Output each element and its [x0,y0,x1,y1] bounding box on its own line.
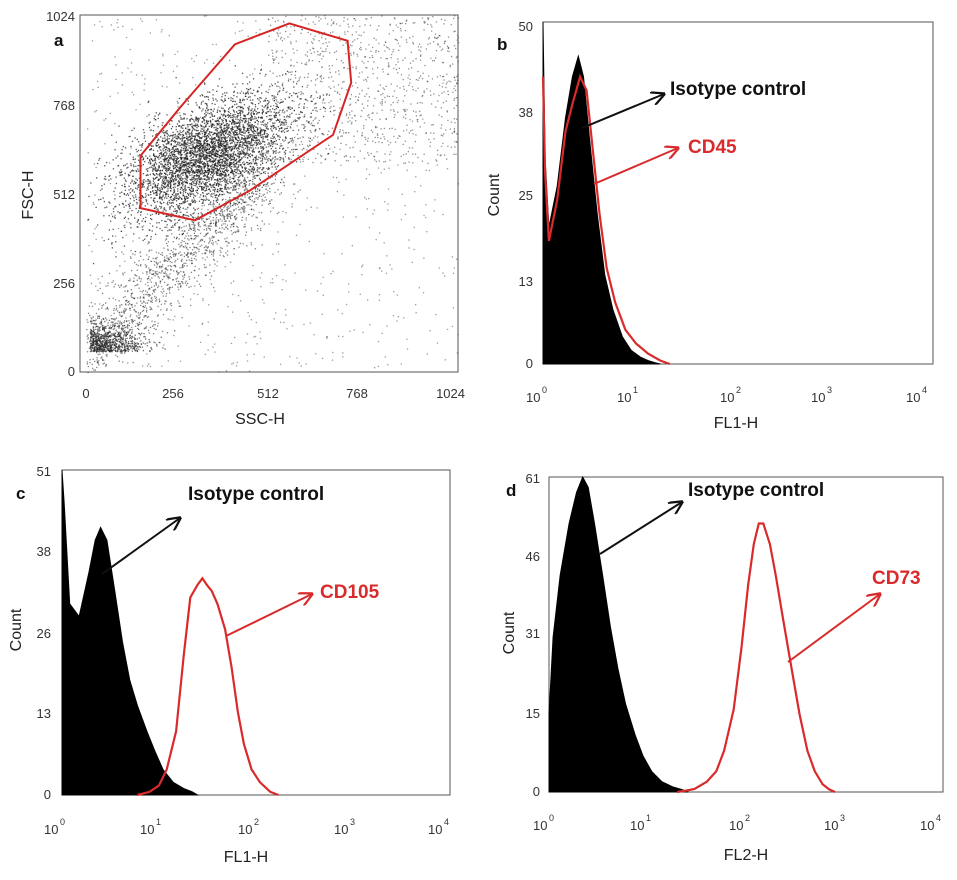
panel-b-cd45-annotation: CD45 [688,137,737,158]
panel-c: c 0 13 26 38 51 10 0 10 1 10 2 10 3 10 4 FL1-… [8,464,451,866]
panel-c-cd105-annotation: CD105 [320,582,380,603]
panel-c-ytick-51: 51 [37,464,51,479]
panel-c-ytick-38: 38 [37,544,51,559]
panel-d-ytick-61: 61 [526,471,540,486]
panel-b-ytick-25: 25 [519,188,533,203]
panel-d-xlabel: FL2-H [724,847,768,864]
panel-a-ytick-1024: 1024 [46,9,75,24]
panel-d-ytick-46: 46 [526,549,540,564]
panel-c-ylabel: Count [8,608,25,651]
panel-b-xtick-1e4: 10 4 [906,385,927,405]
panel-c-xtick-1e4: 10 4 [428,817,449,837]
panel-d: d 0 15 31 46 61 10 0 10 1 10 2 10 3 10 4 FL2-… [501,471,944,864]
panel-d-ylabel: Count [501,611,518,654]
panel-b-xtick-1e0: 10 0 [526,385,547,405]
panel-b-xtick-1e2: 10 2 [720,385,741,405]
panel-b-cd45-histogram [541,73,671,366]
panel-c-xtick-1e1: 10 1 [140,817,161,837]
panel-a-ytick-768: 768 [53,98,75,113]
panel-b-label: b [497,35,507,54]
panel-c-ytick-13: 13 [37,706,51,721]
panel-c-cd105-arrow [225,594,312,637]
panel-d-ytick-0: 0 [533,784,540,799]
panel-a-ylabel: FSC-H [20,171,37,220]
panel-b-ytick-38: 38 [519,105,533,120]
panel-b-ylabel: Count [486,173,503,216]
panel-b-ytick-0: 0 [526,356,533,371]
panel-c-ytick-26: 26 [37,626,51,641]
panel-a-xtick-768: 768 [346,386,368,401]
panel-d-xtick-1e4: 10 4 [920,813,941,833]
panel-a-label: a [54,31,64,50]
panel-d-xtick-1e2: 10 2 [729,813,750,833]
panel-d-cd73-arrow [787,594,880,663]
panel-a-xlabel: SSC-H [235,411,285,428]
panel-a-ytick-0: 0 [68,364,75,379]
panel-b-isotype-arrow [581,94,664,129]
panel-a-xtick-0: 0 [82,386,89,401]
panel-d-isotype-histogram [548,475,689,793]
panel-c-xtick-1e2: 10 2 [238,817,259,837]
panel-a-gate-polygon [139,22,353,222]
panel-d-ytick-15: 15 [526,706,540,721]
panel-c-ytick-0: 0 [44,787,51,802]
panel-a-point-cloud [86,15,460,374]
panel-b-ytick-50: 50 [519,19,533,34]
panel-d-xtick-1e3: 10 3 [824,813,845,833]
panel-b-xlabel: FL1-H [714,415,758,432]
panel-c-xtick-1e0: 10 0 [44,817,65,837]
panel-a-xtick-256: 256 [162,386,184,401]
panel-c-label: c [16,484,25,503]
panel-b: b 0 13 25 38 50 10 0 10 1 10 2 10 3 10 4 FL1-… [486,19,934,432]
panel-d-cd73-histogram [677,522,836,794]
panel-c-isotype-arrow [101,518,180,575]
panel-a-xtick-512: 512 [257,386,279,401]
panel-d-cd73-annotation: CD73 [872,568,921,589]
panel-a-ytick-512: 512 [53,187,75,202]
panel-b-isotype-annotation: Isotype control [670,79,806,100]
panel-c-xlabel: FL1-H [224,849,268,866]
panel-c-xtick-1e3: 10 3 [334,817,355,837]
panel-b-xtick-1e1: 10 1 [617,385,638,405]
panel-c-isotype-annotation: Isotype control [188,484,324,505]
panel-a: a 0 256 512 768 1024 0 256 512 768 1024 … [20,9,465,428]
panel-d-isotype-arrow [599,502,682,555]
panel-d-xtick-1e0: 10 0 [533,813,554,833]
panel-a-ytick-256: 256 [53,276,75,291]
panel-c-isotype-histogram [61,469,200,796]
panel-d-xtick-1e1: 10 1 [630,813,651,833]
panel-d-ytick-31: 31 [526,626,540,641]
panel-b-xtick-1e3: 10 3 [811,385,832,405]
panel-d-isotype-annotation: Isotype control [688,480,824,501]
panel-c-cd105-histogram [137,576,279,797]
panel-b-ytick-13: 13 [519,274,533,289]
panel-d-label: d [506,481,516,500]
panel-b-cd45-arrow [593,148,678,185]
panel-a-plot-frame [79,14,459,373]
panel-a-xtick-1024: 1024 [436,386,465,401]
